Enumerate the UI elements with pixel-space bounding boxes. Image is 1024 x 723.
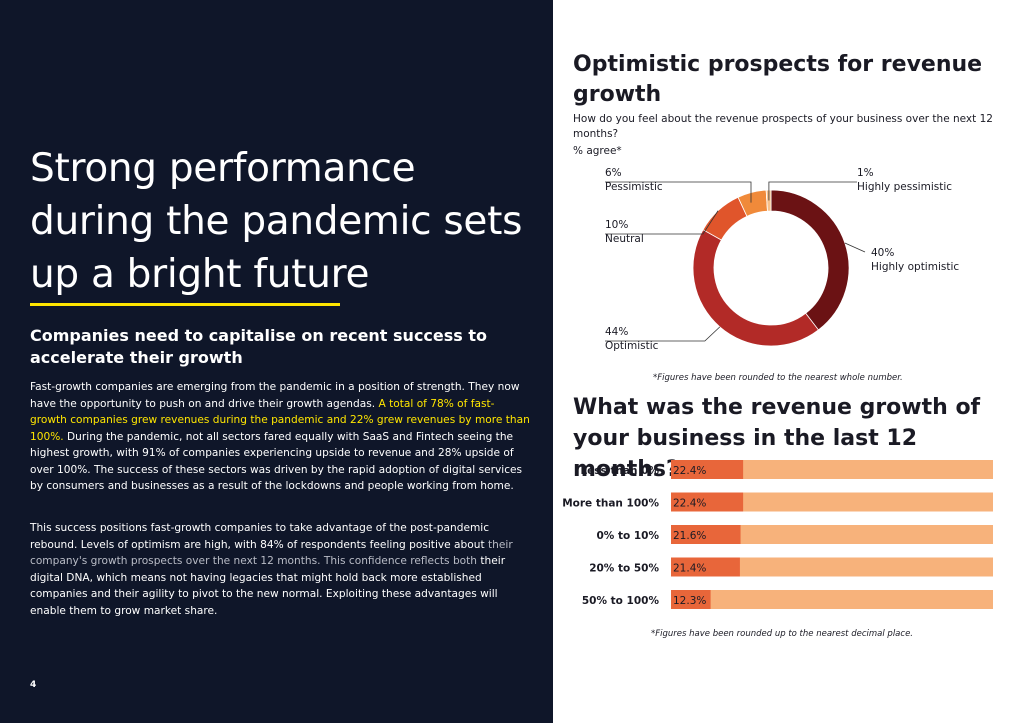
bar-0-to-10 — [671, 525, 741, 544]
donut-slice-optimistic — [692, 229, 819, 347]
bar-50-to-100 — [671, 590, 711, 609]
paragraph-2-muted: their company's growth prospects over th… — [30, 538, 513, 568]
section-subheading: Companies need to capitalise on recent s… — [30, 326, 488, 367]
bar-track-0-to-10 — [671, 525, 993, 544]
paragraph-1-start: Fast-growth companies are emerging from … — [30, 381, 520, 410]
category-label-0-to-10: 0% to 10% — [596, 530, 659, 542]
bar-20-to-50 — [671, 557, 740, 577]
slice-value-highly-pessimistic: 1% — [857, 167, 874, 179]
slice-value-pessimistic: 6% — [605, 167, 622, 179]
leader-line-pessimistic — [605, 181, 752, 203]
slice-name-pessimistic: Pessimistic — [605, 181, 663, 193]
leader-line-highly-optimistic — [844, 242, 866, 253]
bar-track-less-than-0 — [671, 460, 993, 479]
left-panel: Strong performance during the pandemic s… — [0, 0, 553, 723]
value-label-20-to-50: 21.4% — [673, 563, 706, 575]
donut-slice-highly-optimistic — [770, 189, 850, 331]
bar-chart: Less than 0% 22.4% More than 100% 22.4% 0% t… — [562, 460, 993, 609]
donut-chart: 40% Highly optimistic 44% Optimistic 10% Neut… — [605, 167, 959, 352]
donut-chart-question: How do you feel about the revenue prospe… — [573, 113, 993, 140]
value-label-more-than-100: 22.4% — [673, 498, 706, 510]
body-paragraph-2: This success positions fast-growth compa… — [30, 520, 530, 619]
slice-value-neutral: 10% — [605, 219, 628, 231]
paragraph-1-end: During the pandemic, not all sectors far… — [30, 430, 523, 493]
slice-value-highly-optimistic: 40% — [871, 247, 894, 259]
leader-line-highly-pessimistic — [768, 181, 857, 201]
category-label-20-to-50: 20% to 50% — [589, 563, 659, 575]
headline-underline — [30, 303, 340, 306]
value-label-50-to-100: 12.3% — [673, 595, 706, 607]
leader-line-neutral — [605, 210, 719, 235]
page-number: 4 — [30, 680, 37, 690]
value-label-less-than-0: 22.4% — [673, 465, 706, 477]
right-panel: Optimistic prospects for revenue growth … — [553, 0, 1024, 723]
paragraph-2-end: their digital DNA, which means not havin… — [30, 555, 506, 617]
category-label-more-than-100: More than 100% — [562, 498, 659, 510]
bar-chart-title: What was the revenue growth of your busi… — [573, 395, 981, 482]
bar-track-20-to-50 — [671, 557, 993, 577]
slice-name-highly-optimistic: Highly optimistic — [871, 261, 959, 273]
page-title: Strong performance during the pandemic s… — [30, 146, 523, 297]
bar-track-50-to-100 — [671, 590, 993, 609]
slice-name-optimistic: Optimistic — [605, 340, 659, 352]
donut-chart-title: Optimistic prospects for revenue growth — [573, 52, 983, 107]
slice-value-optimistic: 44% — [605, 326, 628, 338]
donut-chart-unit: % agree* — [573, 145, 622, 157]
donut-chart-footnote: *Figures have been rounded to the neares… — [653, 373, 903, 383]
bar-less-than-0 — [671, 460, 744, 479]
donut-slice-highly-pessimistic — [765, 189, 772, 212]
donut-slice-neutral — [702, 196, 748, 241]
body-paragraph-1: Fast-growth companies are emerging from … — [30, 379, 530, 495]
leader-line-optimistic — [605, 326, 721, 342]
bar-chart-footnote: *Figures have been rounded up to the nea… — [651, 629, 913, 639]
slice-name-neutral: Neutral — [605, 233, 644, 245]
category-label-less-than-0: Less than 0% — [580, 465, 659, 477]
bar-track-more-than-100 — [671, 492, 993, 512]
paragraph-2-start: This success positions fast-growth compa… — [30, 522, 490, 551]
slice-name-highly-pessimistic: Highly pessimistic — [857, 181, 952, 193]
value-label-0-to-10: 21.6% — [673, 530, 706, 542]
highlighted-statistic: A total of 78% of fast-growth companies … — [30, 397, 530, 443]
category-label-50-to-100: 50% to 100% — [582, 595, 660, 607]
bar-more-than-100 — [671, 492, 744, 512]
